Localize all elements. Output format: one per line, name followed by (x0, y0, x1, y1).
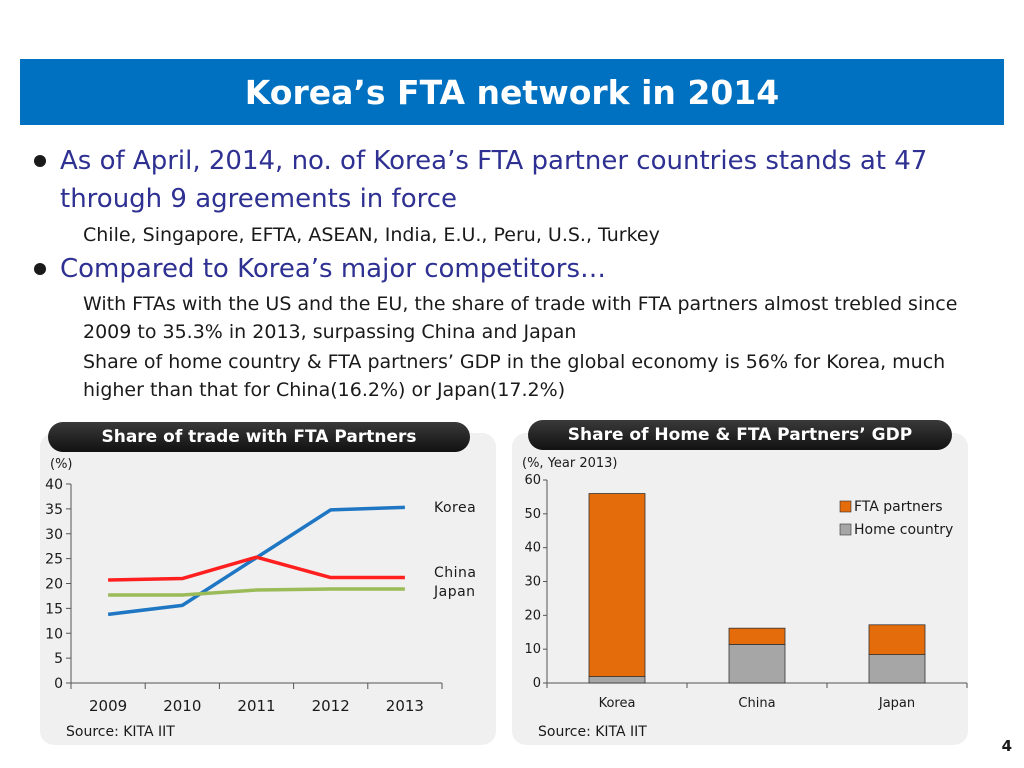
bullet-1-sub-1: Chile, Singapore, EFTA, ASEAN, India, E.… (83, 224, 660, 246)
y-tick-label: 10 (524, 642, 541, 657)
trade-share-line-chart: (%) 0 5 10 15 20 25 30 35 40 2009 2010 2011 2012 2013 K… (45, 457, 477, 715)
y-tick-label: 30 (45, 527, 63, 543)
legend-label-home-country: Home country (854, 522, 953, 538)
x-tick-label: China (738, 696, 775, 711)
y-axis-unit-label: (%, Year 2013) (522, 456, 618, 471)
series-line-korea (107, 505, 405, 617)
x-tick-label: Japan (878, 696, 915, 711)
bullet-dot-icon (34, 155, 46, 167)
gdp-share-chart-title: Share of Home & FTA Partners’ GDP (528, 420, 952, 450)
y-tick-label: 50 (524, 507, 541, 522)
bar-japan-fta-partners (868, 624, 926, 655)
bullet-2: Compared to Korea’s major competitors… (34, 250, 994, 288)
y-axis-unit-label: (%) (50, 457, 73, 472)
y-tick-label: 0 (54, 676, 63, 692)
legend-label-fta-partners: FTA partners (854, 499, 943, 515)
trade-share-chart-title: Share of trade with FTA Partners (48, 422, 470, 452)
legend-swatch-fta-partners (839, 500, 852, 513)
y-tick-label: 0 (533, 676, 541, 691)
y-tick-label: 40 (45, 477, 63, 493)
gdp-share-source: Source: KITA IIT (538, 724, 647, 740)
y-tick-label: 15 (45, 601, 63, 617)
y-tick-label: 35 (45, 502, 63, 518)
y-tick-label: 30 (524, 575, 541, 590)
x-tick-label: 2009 (89, 697, 127, 715)
x-tick-label: 2012 (312, 697, 350, 715)
bullet-2-text: Compared to Korea’s major competitors… (60, 254, 606, 284)
y-tick-label: 40 (524, 541, 541, 556)
y-tick-label: 20 (524, 608, 541, 623)
x-tick-label: 2010 (163, 697, 201, 715)
bullet-2-sub-2: Share of home country & FTA partners’ GD… (83, 351, 946, 401)
legend-swatch-home-country (839, 523, 852, 536)
y-tick-label: 60 (524, 473, 541, 488)
x-tick-label: Korea (599, 696, 636, 711)
x-tick-label: 2013 (386, 697, 424, 715)
x-tick-label: 2011 (237, 697, 275, 715)
y-tick-label: 5 (54, 651, 63, 667)
bullet-1-text: As of April, 2014, no. of Korea’s FTA pa… (60, 146, 928, 214)
page-number: 4 (1001, 737, 1012, 755)
series-line-japan (108, 587, 405, 597)
gdp-share-panel (512, 433, 968, 745)
y-tick-label: 10 (45, 626, 63, 642)
series-label-korea: Korea (434, 500, 476, 516)
y-tick-label: 20 (45, 577, 63, 593)
bar-china-home-country (728, 644, 786, 684)
y-tick-label: 25 (45, 552, 63, 568)
series-label-china: China (434, 565, 477, 581)
bar-china-fta-partners (728, 627, 786, 645)
series-line-china (108, 555, 405, 582)
bullet-2-sub-1: With FTAs with the US and the EU, the sh… (83, 293, 958, 343)
bullet-1: As of April, 2014, no. of Korea’s FTA pa… (34, 142, 994, 218)
trade-share-source: Source: KITA IIT (66, 724, 175, 740)
series-label-japan: Japan (433, 584, 476, 600)
slide-title: Korea’s FTA network in 2014 (244, 72, 780, 112)
bar-korea-fta-partners (588, 493, 646, 677)
gdp-share-bar-chart: (%, Year 2013) 0 10 20 30 40 50 60 Korea China Jap… (522, 456, 968, 711)
bar-japan-home-country (868, 654, 926, 684)
bullet-dot-icon (34, 263, 46, 275)
bar-korea-home-country (588, 676, 646, 684)
slide-title-bar: Korea’s FTA network in 2014 (20, 59, 1004, 125)
